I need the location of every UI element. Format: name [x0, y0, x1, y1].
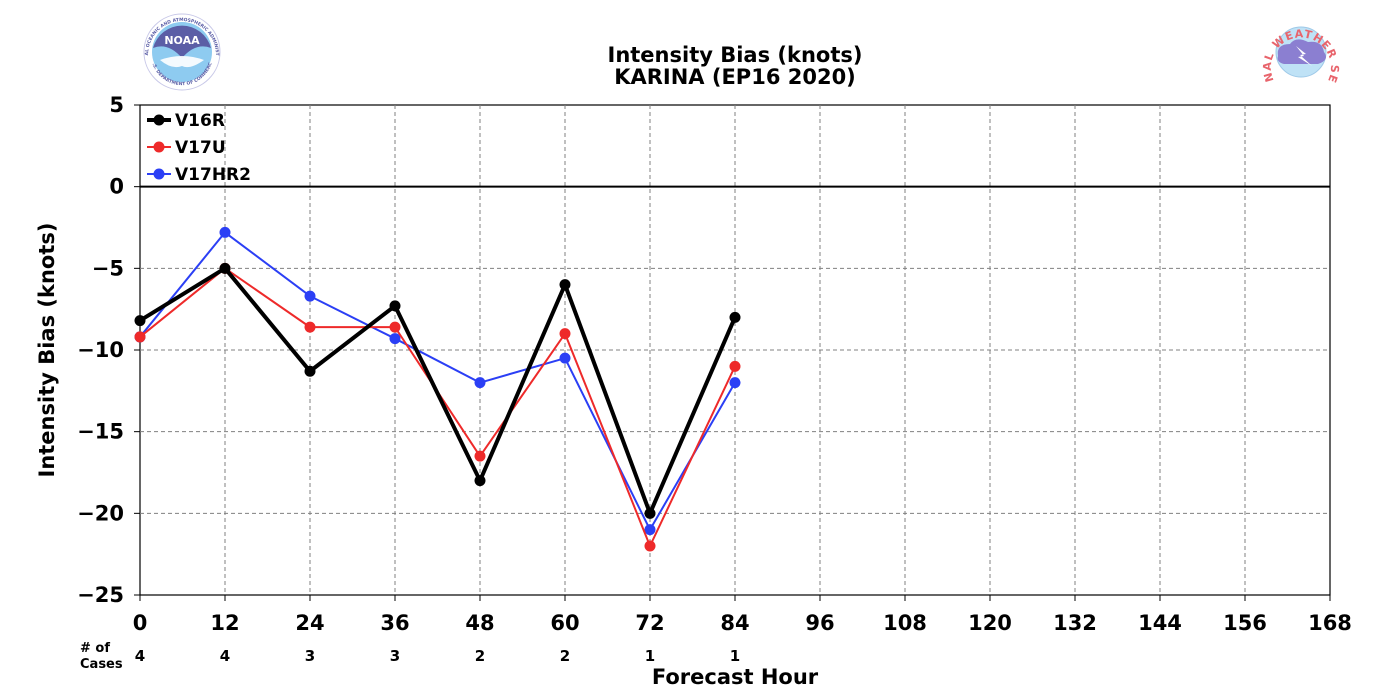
noaa-logo: NOAA NATIONAL OCEANIC AND ATMOSPHERIC AD…	[0, 0, 221, 91]
data-point	[559, 352, 571, 364]
series-v16r	[134, 262, 741, 519]
data-point	[474, 475, 486, 487]
x-axis-ticks: 0 12 24 36 48 60 72 84 96 108 120 132 144 156 168	[133, 595, 1352, 635]
data-point	[389, 321, 401, 333]
x-tick-label: 156	[1223, 611, 1267, 635]
series-line	[138, 266, 737, 516]
legend-label: V17U	[175, 138, 226, 158]
cases-count: 1	[645, 647, 655, 665]
data-point	[304, 365, 316, 377]
x-tick-label: 60	[550, 611, 579, 635]
cases-row: 4 4 3 3 2 2 1 1	[135, 647, 740, 665]
noaa-logo-text: NOAA	[164, 34, 200, 47]
cases-count: 3	[390, 647, 400, 665]
x-tick-label: 132	[1053, 611, 1097, 635]
data-point	[389, 300, 401, 312]
legend-item: V17HR2	[147, 165, 251, 185]
legend-label: V16R	[175, 111, 225, 131]
y-tick-label: 0	[109, 175, 124, 199]
y-axis-label: Intensity Bias (knots)	[35, 223, 59, 478]
data-point	[304, 290, 316, 302]
data-point	[729, 360, 741, 372]
cases-count: 2	[560, 647, 570, 665]
chart-subtitle: KARINA (EP16 2020)	[614, 65, 856, 89]
legend: V16R V17U V17HR2	[147, 111, 251, 185]
cases-count: 1	[730, 647, 740, 665]
series	[134, 226, 741, 552]
x-tick-label: 108	[883, 611, 927, 635]
data-point	[644, 507, 656, 519]
data-point	[219, 226, 231, 238]
x-tick-label: 0	[133, 611, 148, 635]
data-point	[219, 262, 231, 274]
x-tick-label: 120	[968, 611, 1012, 635]
data-point	[559, 328, 571, 340]
cases-count: 4	[135, 647, 145, 665]
y-tick-label: −25	[77, 583, 124, 607]
series-line	[139, 231, 736, 531]
y-tick-label: −15	[77, 420, 124, 444]
y-axis-ticks: 5 0 −5 −10 −15 −20 −25	[77, 93, 140, 607]
legend-label: V17HR2	[175, 165, 251, 185]
legend-marker	[153, 168, 165, 180]
x-tick-label: 72	[635, 611, 664, 635]
x-tick-label: 12	[210, 611, 239, 635]
data-point	[304, 321, 316, 333]
x-tick-label: 48	[465, 611, 494, 635]
cases-count: 3	[305, 647, 315, 665]
y-tick-label: 5	[109, 93, 124, 117]
y-tick-label: −5	[92, 256, 124, 280]
data-point	[644, 524, 656, 536]
data-point	[134, 331, 146, 343]
x-tick-label: 96	[805, 611, 834, 635]
cases-label-line1: # of	[80, 641, 110, 656]
y-tick-label: −10	[77, 338, 124, 362]
data-point	[389, 333, 401, 345]
x-tick-label: 84	[720, 611, 749, 635]
legend-item: V16R	[147, 111, 225, 131]
cases-count: 2	[475, 647, 485, 665]
data-point	[729, 377, 741, 389]
x-tick-label: 168	[1308, 611, 1352, 635]
y-tick-label: −20	[77, 501, 124, 525]
data-point	[644, 540, 656, 552]
x-axis-label: Forecast Hour	[652, 665, 819, 689]
data-point	[559, 279, 571, 291]
legend-marker	[153, 141, 165, 153]
x-tick-label: 24	[295, 611, 324, 635]
cases-label-line2: Cases	[80, 657, 123, 672]
chart-title: Intensity Bias (knots)	[608, 43, 863, 67]
x-tick-label: 36	[380, 611, 409, 635]
data-point	[134, 315, 146, 327]
legend-marker	[153, 114, 165, 126]
cases-count: 4	[220, 647, 230, 665]
x-tick-label: 144	[1138, 611, 1182, 635]
data-point	[474, 450, 486, 462]
data-point	[729, 311, 741, 323]
data-point	[474, 377, 486, 389]
legend-item: V17U	[147, 138, 226, 158]
